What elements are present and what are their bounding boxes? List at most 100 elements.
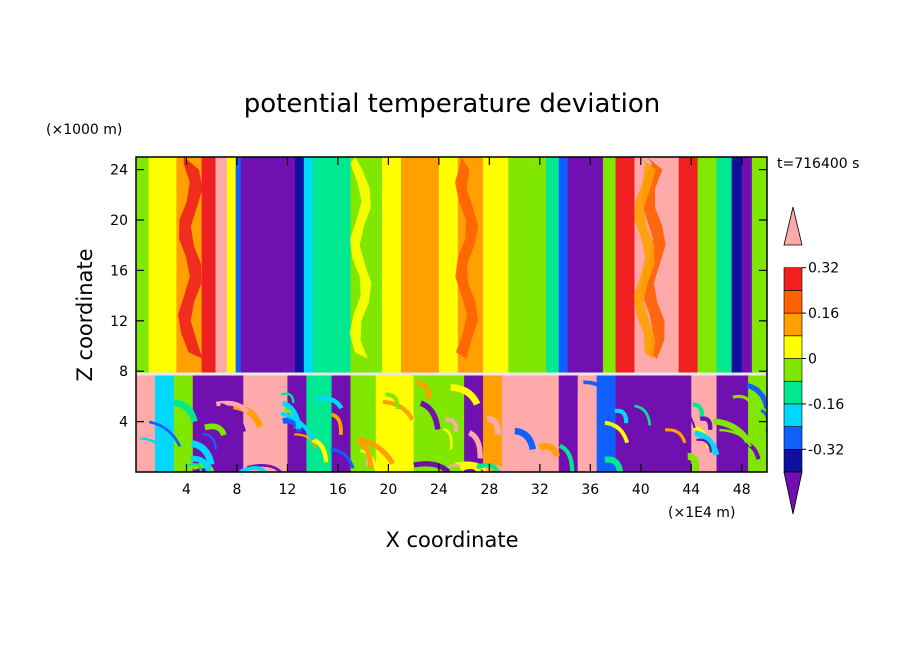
lower-streak-49 — [311, 437, 329, 463]
x-tick-label-10: 44 — [682, 482, 700, 498]
lower-streak-40 — [261, 418, 282, 432]
upper-band-9 — [303, 157, 314, 374]
lower-streak-16 — [485, 465, 504, 472]
lower-streak-19 — [760, 427, 767, 449]
upper-band-5 — [226, 157, 237, 374]
upper-band-21 — [602, 157, 617, 374]
lower-streak-27 — [204, 423, 227, 437]
upper-band-0 — [136, 157, 150, 374]
lower-streak-61 — [357, 437, 395, 465]
y-unit-label: (×1000 m) — [46, 122, 122, 138]
colorbar-extend-top — [783, 206, 803, 246]
upper-band-8 — [295, 157, 305, 374]
lower-streak-30 — [187, 463, 203, 472]
colorbar-extend-bottom — [783, 471, 803, 515]
x-tick-label-1: 8 — [232, 482, 241, 498]
upper-band-28 — [741, 157, 753, 374]
x-tick-label-3: 16 — [329, 482, 347, 498]
lower-streak-54 — [634, 404, 652, 426]
colorbar-label-2: 0 — [808, 352, 817, 368]
lower-band-18 — [691, 373, 718, 472]
lower-band-1 — [154, 373, 175, 472]
upper-texture-5 — [633, 157, 656, 359]
x-tick-label-2: 12 — [279, 482, 297, 498]
upper-band-16 — [483, 157, 509, 374]
upper-texture-0 — [178, 157, 203, 359]
upper-band-24 — [678, 157, 699, 374]
upper-band-29 — [751, 157, 767, 374]
colorbar-box-4 — [783, 380, 803, 405]
lower-streak-23 — [148, 420, 182, 448]
upper-layer — [136, 157, 767, 374]
lower-streak-18 — [140, 437, 166, 456]
upper-band-3 — [201, 157, 217, 374]
upper-band-12 — [382, 157, 402, 374]
lower-streak-33 — [450, 384, 481, 406]
lower-streak-52 — [220, 402, 247, 432]
x-tick-label-4: 20 — [379, 482, 397, 498]
lower-layer — [136, 373, 767, 472]
lower-streak-64 — [505, 408, 529, 421]
colorbar-label-0: 0.32 — [808, 261, 839, 277]
lower-streak-29 — [538, 443, 561, 458]
lower-streak-62 — [476, 462, 500, 472]
upper-texture-2 — [406, 157, 434, 359]
lower-streak-2 — [315, 396, 344, 410]
upper-texture-1 — [349, 157, 372, 359]
upper-band-19 — [558, 157, 569, 374]
lower-streak-31 — [514, 427, 537, 451]
colorbar-box-2 — [783, 426, 803, 450]
lower-streak-5 — [416, 380, 432, 400]
y-tick-label-4: 20 — [110, 213, 128, 229]
upper-band-6 — [235, 157, 242, 374]
lower-streak-50 — [280, 411, 316, 441]
lower-streak-42 — [281, 400, 302, 430]
x-axis: 4 8 12 16 20 24 28 32 36 40 44 48 — [182, 157, 751, 498]
lower-band-13 — [501, 373, 560, 472]
x-tick-label-5: 24 — [430, 482, 448, 498]
colorbar-box-7 — [783, 312, 803, 337]
lower-band-3 — [192, 373, 244, 472]
lower-streak-14 — [604, 456, 624, 472]
lower-streak-37 — [382, 399, 415, 421]
upper-band-10 — [312, 157, 352, 374]
colorbar-box-6 — [783, 335, 803, 359]
lower-streak-6 — [558, 443, 575, 472]
lower-streak-51 — [732, 394, 754, 407]
colorbar-box-8 — [783, 290, 803, 314]
upper-band-25 — [697, 157, 718, 374]
lower-streak-65 — [443, 428, 453, 450]
y-tick-label-3: 16 — [110, 263, 128, 279]
lower-streak-63 — [330, 447, 355, 469]
y-tick-label-1: 8 — [119, 364, 128, 380]
lower-streak-44 — [699, 416, 713, 431]
lower-streak-55 — [583, 380, 610, 398]
chart-title: potential temperature deviation — [244, 89, 660, 119]
lower-streak-22 — [280, 392, 295, 403]
colorbar-box-3 — [783, 403, 803, 427]
lower-streak-46 — [173, 399, 198, 423]
y-tick-label-2: 12 — [110, 314, 128, 330]
x-tick-label-11: 48 — [733, 482, 751, 498]
x-tick-label-6: 28 — [480, 482, 498, 498]
colorbar-label-3: -0.16 — [808, 397, 844, 413]
upper-band-14 — [438, 157, 459, 374]
upper-band-4 — [215, 157, 228, 374]
time-label: t=716400 s — [777, 156, 859, 172]
colorbar-label-4: -0.32 — [808, 442, 844, 458]
lower-streak-58 — [190, 455, 212, 472]
colorbar-label-1: 0.16 — [808, 306, 839, 322]
upper-band-1 — [148, 157, 177, 374]
y-tick-label-0: 4 — [119, 415, 128, 431]
upper-band-26 — [716, 157, 733, 374]
lower-streak-56 — [486, 416, 502, 435]
colorbar-box-5 — [783, 358, 803, 382]
lower-band-8 — [350, 373, 377, 472]
lower-streak-15 — [746, 383, 767, 409]
upper-band-18 — [546, 157, 560, 374]
upper-band-17 — [508, 157, 547, 374]
lower-streak-36 — [413, 461, 451, 472]
lower-streak-59 — [719, 428, 752, 448]
colorbar-box-1 — [783, 448, 803, 473]
